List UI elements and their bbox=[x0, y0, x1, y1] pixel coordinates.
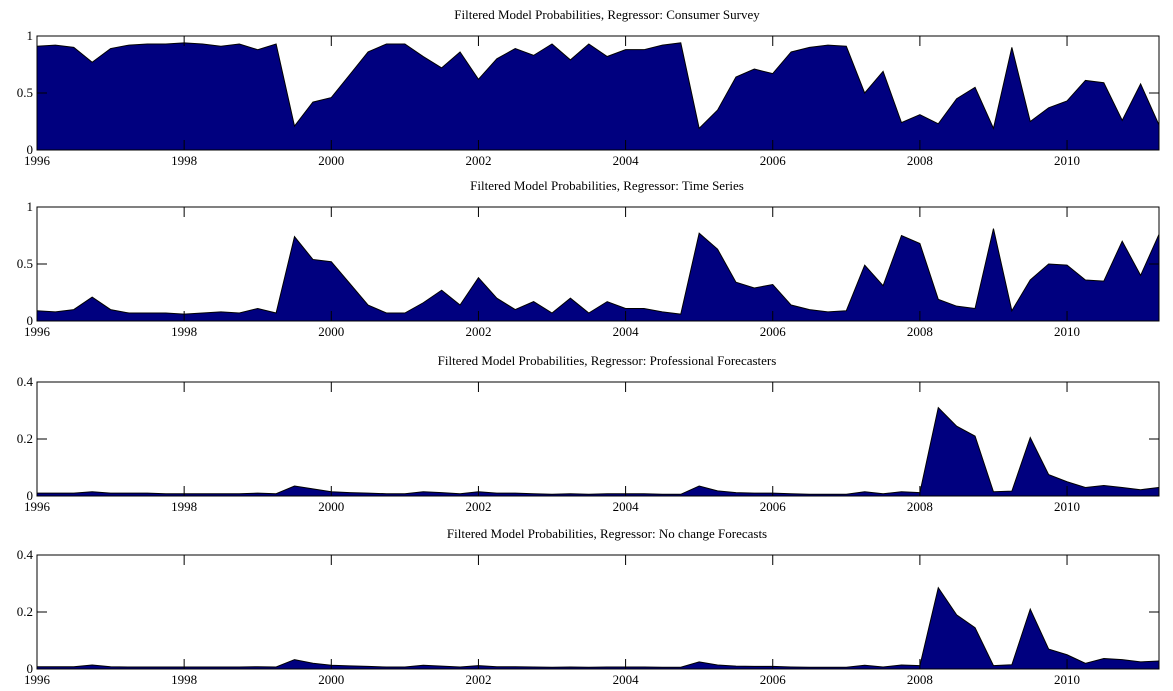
y-tick-label: 0.2 bbox=[17, 604, 33, 619]
y-tick-label: 0.5 bbox=[17, 85, 33, 100]
area bbox=[36, 228, 1160, 322]
x-tick-label: 2002 bbox=[465, 672, 491, 687]
x-tick-label: 2008 bbox=[907, 324, 933, 339]
x-tick-label: 2010 bbox=[1054, 153, 1080, 168]
area bbox=[36, 42, 1160, 151]
area bbox=[36, 406, 1160, 497]
y-tick-label: 0.4 bbox=[17, 547, 34, 562]
y-tick-label: 1 bbox=[27, 199, 34, 214]
x-tick-label: 2006 bbox=[760, 672, 787, 687]
plot-frame bbox=[36, 381, 1160, 497]
x-tick-label: 2006 bbox=[760, 324, 787, 339]
x-tick-label: 2002 bbox=[465, 153, 491, 168]
plot-frame bbox=[36, 554, 1160, 670]
y-tick-label: 1 bbox=[27, 28, 34, 43]
x-tick-label: 1998 bbox=[171, 324, 197, 339]
x-tick-label: 2008 bbox=[907, 672, 933, 687]
y-tick-label: 0 bbox=[27, 488, 34, 503]
x-tick-label: 2002 bbox=[465, 499, 491, 514]
x-tick-label: 2000 bbox=[318, 672, 344, 687]
x-tick-label: 2002 bbox=[465, 324, 491, 339]
x-tick-label: 2010 bbox=[1054, 499, 1080, 514]
x-tick-label: 1996 bbox=[24, 499, 51, 514]
y-tick-label: 0.4 bbox=[17, 374, 34, 389]
x-tick-label: 2004 bbox=[613, 499, 640, 514]
x-tick-label: 2008 bbox=[907, 499, 933, 514]
x-tick-label: 2000 bbox=[318, 153, 344, 168]
x-tick-label: 1996 bbox=[24, 672, 51, 687]
chart-title: Filtered Model Probabilities, Regressor:… bbox=[454, 7, 760, 22]
chart-title: Filtered Model Probabilities, Regressor:… bbox=[470, 178, 744, 193]
x-tick-label: 1998 bbox=[171, 499, 197, 514]
x-tick-label: 1996 bbox=[24, 324, 51, 339]
x-tick-label: 2004 bbox=[613, 672, 640, 687]
x-tick-label: 2006 bbox=[760, 499, 787, 514]
y-tick-label: 0.5 bbox=[17, 256, 33, 271]
x-tick-label: 2010 bbox=[1054, 672, 1080, 687]
x-tick-label: 2008 bbox=[907, 153, 933, 168]
y-tick-label: 0.2 bbox=[17, 431, 33, 446]
x-tick-label: 1998 bbox=[171, 153, 197, 168]
x-tick-label: 2006 bbox=[760, 153, 787, 168]
x-tick-label: 2004 bbox=[613, 153, 640, 168]
area bbox=[36, 586, 1160, 670]
y-tick-label: 0 bbox=[27, 142, 34, 157]
y-tick-label: 0 bbox=[27, 661, 34, 676]
x-tick-label: 2000 bbox=[318, 499, 344, 514]
x-tick-label: 2010 bbox=[1054, 324, 1080, 339]
chart-title: Filtered Model Probabilities, Regressor:… bbox=[438, 353, 777, 368]
x-tick-label: 1996 bbox=[24, 153, 51, 168]
x-tick-label: 2000 bbox=[318, 324, 344, 339]
x-tick-label: 1998 bbox=[171, 672, 197, 687]
chart-title: Filtered Model Probabilities, Regressor:… bbox=[447, 526, 767, 541]
y-tick-label: 0 bbox=[27, 313, 34, 328]
x-tick-label: 2004 bbox=[613, 324, 640, 339]
